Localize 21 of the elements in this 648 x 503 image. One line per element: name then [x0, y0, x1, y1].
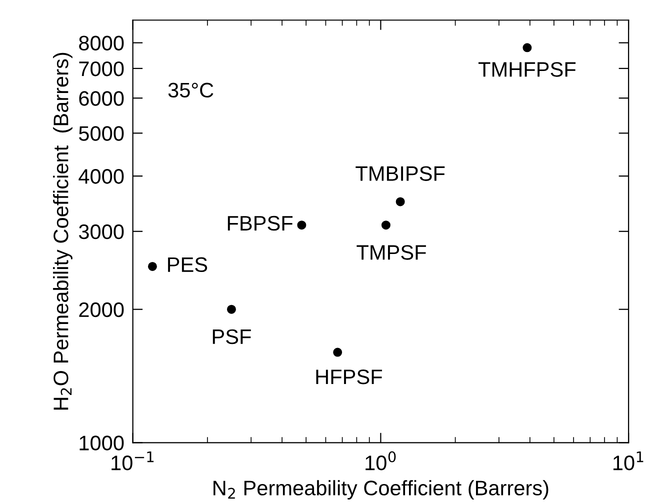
y-tick-label: 5000: [79, 126, 124, 141]
y-tick-label: 3000: [78, 224, 124, 240]
y-tick-label: 8000: [79, 36, 124, 51]
annotation: TMBIPSF: [356, 166, 445, 181]
y-tick-label: 2000: [79, 302, 124, 318]
y-tick-label: 4000: [78, 169, 124, 184]
annotation: PES: [168, 257, 208, 272]
y-tick-label: 1000: [80, 436, 124, 450]
y-axis-title: H$_{2}$O Permeability Coefficient (Barrers): [53, 52, 72, 410]
annotation: 35°C: [168, 82, 214, 98]
y-tick-label: 6000: [79, 91, 124, 106]
y-tick-label: 7000: [79, 61, 124, 76]
x-tick-label: 10$^{1}$: [613, 451, 644, 470]
x-tick-label: 10$^{0}$: [366, 451, 396, 470]
annotation: HFPSF: [316, 369, 382, 384]
annotation: PSF: [212, 329, 251, 344]
annotation: FBPSF: [228, 216, 293, 231]
x-tick-label: 10$^{−1}$: [112, 451, 154, 470]
annotation: TMPSF: [356, 245, 426, 260]
annotation: TMHFPSF: [478, 62, 576, 77]
x-axis-title: N$_{2}$ Permeability Coefficient (Barrers): [214, 480, 548, 500]
